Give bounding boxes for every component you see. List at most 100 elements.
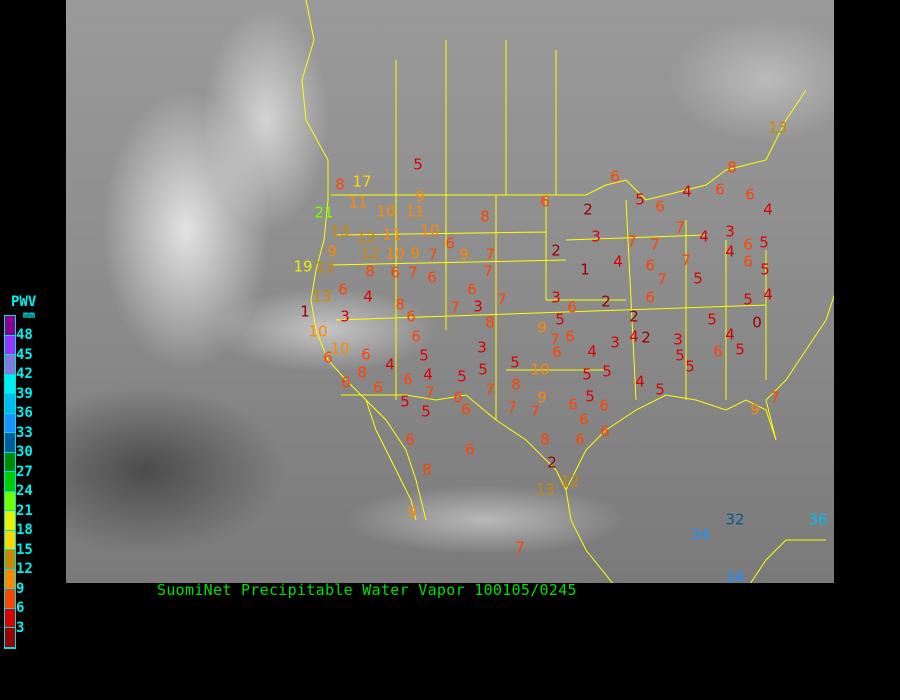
station-pwv-value: 5 (585, 387, 595, 406)
station-pwv-value: 9 (410, 244, 420, 263)
station-pwv-value: 6 (565, 327, 575, 346)
station-pwv-value: 6 (461, 400, 471, 419)
station-pwv-value: 6 (445, 234, 455, 253)
station-pwv-value: 2 (629, 307, 639, 326)
station-pwv-value: 4 (763, 200, 773, 219)
station-pwv-value: 5 (693, 269, 703, 288)
station-pwv-value: 5 (478, 360, 488, 379)
station-pwv-value: 7 (483, 262, 493, 281)
station-pwv-value: 6 (540, 192, 550, 211)
station-pwv-value: 13 (330, 222, 350, 241)
station-pwv-value: 2 (583, 200, 593, 219)
station-pwv-value: 4 (423, 365, 433, 384)
station-pwv-value: 6 (411, 327, 421, 346)
station-pwv-value: 3 (551, 288, 561, 307)
station-pwv-value: 7 (507, 398, 517, 417)
station-pwv-value: 1 (580, 260, 590, 279)
station-pwv-value: 5 (655, 380, 665, 399)
station-pwv-value: 9 (750, 400, 760, 419)
station-pwv-value: 10 (376, 202, 396, 221)
station-pwv-value: 1 (300, 302, 310, 321)
station-pwv-value: 5 (635, 190, 645, 209)
station-pwv-value: 9 (327, 242, 337, 261)
station-pwv-value: 5 (707, 310, 717, 329)
station-pwv-value: 3 (340, 307, 350, 326)
station-pwv-value: 5 (735, 340, 745, 359)
station-pwv-value: 12 (360, 244, 380, 263)
legend-tick-label: 12 (16, 561, 33, 577)
political-boundaries (301, 0, 834, 583)
legend-swatch (5, 491, 15, 511)
station-pwv-value: 6 (403, 370, 413, 389)
coastline-west (301, 0, 427, 521)
station-pwv-value: 10 (530, 360, 550, 379)
station-pwv-value: 6 (743, 252, 753, 271)
station-pwv-value: 5 (759, 233, 769, 252)
us-mexico-border (341, 394, 567, 491)
station-pwv-value: 7 (627, 232, 637, 251)
station-pwv-value: 10 (420, 221, 440, 240)
legend-tick-label: 30 (16, 444, 33, 460)
legend-tick-label: 24 (16, 483, 33, 499)
color-scale-bar (4, 315, 16, 649)
legend-swatch (5, 316, 15, 336)
station-pwv-value: 6 (575, 430, 585, 449)
station-pwv-value: 3 (473, 297, 483, 316)
station-pwv-value: 6 (405, 430, 415, 449)
legend-swatch (5, 608, 15, 628)
station-pwv-value: 6 (599, 396, 609, 415)
station-pwv-value: 7 (450, 298, 460, 317)
station-pwv-value: 6 (361, 345, 371, 364)
station-pwv-value: 6 (713, 342, 723, 361)
legend-tick-label: 33 (16, 424, 33, 441)
legend-tick-label: 36 (16, 405, 33, 421)
legend-swatch (5, 530, 15, 550)
legend-swatch (5, 569, 15, 589)
legend-tick-label: 45 (16, 346, 33, 363)
station-pwv-value: 4 (363, 287, 373, 306)
gulf-coast (565, 294, 834, 491)
station-pwv-value: 3 (591, 227, 601, 246)
station-pwv-value: 7 (770, 388, 780, 407)
legend-tick-label: 21 (16, 502, 33, 519)
station-pwv-value: 7 (497, 290, 507, 309)
legend-tick-label: 3 (16, 619, 25, 636)
station-pwv-value: 6 (338, 280, 348, 299)
legend-swatch (5, 374, 15, 394)
station-pwv-value: 5 (419, 346, 429, 365)
station-pwv-value: 13 (535, 480, 555, 499)
station-pwv-value: 4 (629, 327, 639, 346)
station-pwv-value: 8 (480, 207, 490, 226)
station-pwv-value: 6 (406, 307, 416, 326)
station-pwv-value: 5 (602, 362, 612, 381)
legend-swatch (5, 335, 15, 355)
station-pwv-value: 6 (552, 343, 562, 362)
station-pwv-value: 5 (555, 310, 565, 329)
station-pwv-value: 11 (405, 202, 425, 221)
state-lines (330, 195, 767, 420)
legend-swatch (5, 511, 15, 531)
station-pwv-value: 9 (415, 187, 425, 206)
station-pwv-value: 2 (641, 328, 651, 347)
legend-unit: mm (23, 310, 36, 321)
legend-swatch (5, 413, 15, 433)
station-pwv-value: 5 (743, 290, 753, 309)
station-pwv-value: 6 (427, 268, 437, 287)
station-pwv-value: 5 (510, 353, 520, 372)
station-pwv-value: 13 (768, 118, 788, 137)
station-pwv-value: 5 (413, 155, 423, 174)
legend-swatch (5, 550, 15, 570)
station-pwv-value: 4 (725, 325, 735, 344)
station-pwv-value: 6 (373, 378, 383, 397)
legend-tick-label: 9 (16, 580, 25, 597)
mexico-coast (565, 489, 826, 583)
legend-tick-label: 42 (16, 366, 33, 382)
station-pwv-value: 6 (600, 422, 610, 441)
station-pwv-value: 4 (763, 285, 773, 304)
station-pwv-value: 4 (613, 252, 623, 271)
station-pwv-value: 8 (357, 363, 367, 382)
legend-swatch (5, 394, 15, 414)
station-pwv-value: 5 (760, 260, 770, 279)
station-pwv-value: 7 (657, 270, 667, 289)
